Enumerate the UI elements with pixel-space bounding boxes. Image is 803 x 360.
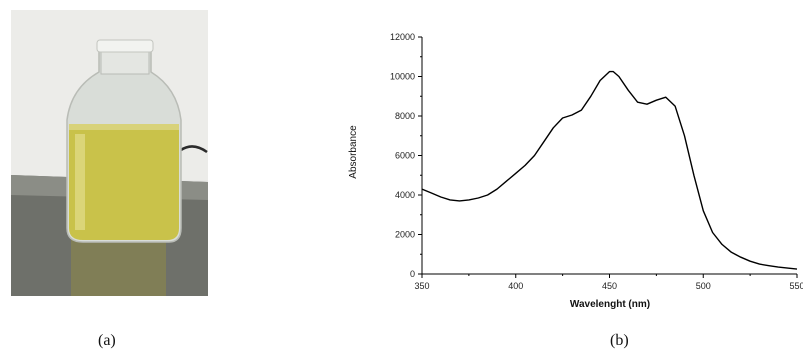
chart-series — [421, 70, 798, 270]
y-tick-label: 12000 — [390, 32, 415, 42]
y-tick-label: 2000 — [395, 230, 415, 240]
y-tick-label: 4000 — [395, 190, 415, 200]
x-tick-label: 400 — [508, 281, 523, 291]
y-axis-title: Absorbance — [348, 125, 359, 179]
panel-a-caption: (a) — [98, 332, 116, 349]
absorbance-line — [421, 70, 798, 270]
chart-ticks: 350 400 450 500 550 0 2000 4000 6000 8000 10000 120… — [390, 32, 803, 291]
bottle-liquid — [69, 128, 179, 240]
x-tick-label: 550 — [789, 281, 803, 291]
x-tick-label: 450 — [602, 281, 617, 291]
x-axis-title: Wavelenght (nm) — [570, 299, 650, 310]
liquid-meniscus — [69, 124, 179, 130]
cable — [180, 145, 208, 154]
y-tick-label: 0 — [410, 269, 415, 279]
y-tick-label: 8000 — [395, 111, 415, 121]
x-tick-label: 500 — [696, 281, 711, 291]
panel-b-caption: (b) — [610, 332, 629, 349]
bottle-reflection — [71, 240, 166, 296]
bottle-stopper — [96, 39, 154, 53]
bottle-photo — [11, 10, 208, 296]
glass-highlight — [75, 134, 85, 230]
y-tick-label: 10000 — [390, 72, 415, 82]
x-tick-label: 350 — [414, 281, 429, 291]
bottle-neck — [100, 49, 150, 75]
y-tick-label: 6000 — [395, 151, 415, 161]
